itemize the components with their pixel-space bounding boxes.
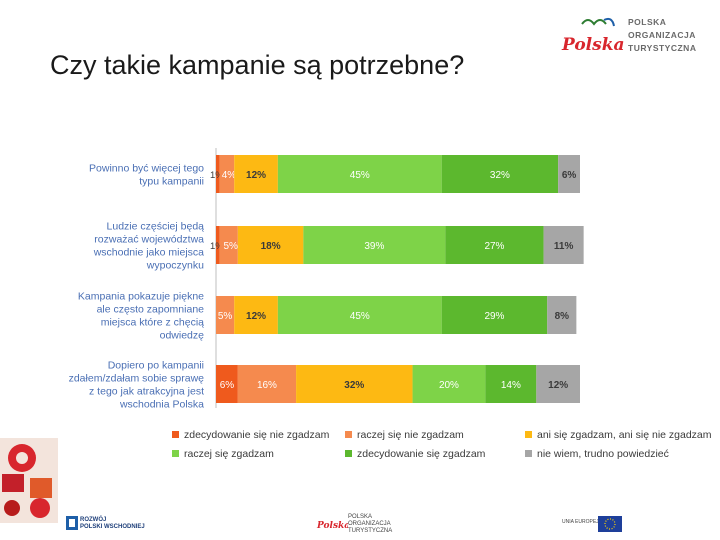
bar-segment xyxy=(543,226,584,264)
category-label: odwiedzę xyxy=(160,330,205,342)
footer-center-line: TURYSTYCZNA xyxy=(348,528,393,534)
legend-label: zdecydowanie się nie zgadzam xyxy=(184,429,330,441)
bar-segment xyxy=(441,155,559,193)
footer-center-line: ORGANIZACJA xyxy=(348,521,391,527)
category-label: Dopiero po kampanii xyxy=(108,360,204,372)
bar-segment xyxy=(485,365,537,403)
data-label: 16% xyxy=(257,380,277,391)
eu-program-icon xyxy=(66,516,78,530)
bar-segment xyxy=(219,226,238,264)
bar-segment xyxy=(219,155,235,193)
legend-label: raczej się nie zgadzam xyxy=(357,429,464,441)
data-label: 32% xyxy=(344,380,364,391)
slide-title: Czy takie kampanie są potrzebne? xyxy=(50,50,465,80)
legend-label: ani się zgadzam, ani się nie zgadzam xyxy=(537,429,712,441)
data-label: 29% xyxy=(484,311,504,322)
legend-swatch xyxy=(172,431,179,438)
data-label: 1% xyxy=(210,170,224,181)
category-label: zdałem/zdałam sobie sprawę xyxy=(69,373,205,385)
logo-mark: Polska xyxy=(561,35,625,55)
category-label: wypoczynku xyxy=(146,260,204,272)
legend-swatch xyxy=(345,431,352,438)
bar-segment xyxy=(216,296,235,334)
category-label: miejsca które z chęcią xyxy=(101,317,204,329)
bar-segment xyxy=(216,155,220,193)
bar-segment xyxy=(234,296,278,334)
polot-logo: Polska POLSKA ORGANIZACJA TURYSTYCZNA xyxy=(560,14,710,59)
footer-logo-mark: Polska xyxy=(316,521,348,531)
data-label: 4% xyxy=(222,170,237,181)
logo-line: TURYSTYCZNA xyxy=(628,43,697,53)
category-label: rozważać województwa xyxy=(94,234,204,246)
eu-flag-icon xyxy=(598,516,622,532)
data-label: 12% xyxy=(548,380,568,391)
category-label: typu kampanii xyxy=(139,176,204,188)
bar-segment xyxy=(234,155,278,193)
bar-segment xyxy=(558,155,580,193)
data-label: 5% xyxy=(224,241,239,252)
bar-segment xyxy=(412,365,486,403)
bar-segment xyxy=(237,226,304,264)
category-label: ale często zapomniane xyxy=(97,304,205,316)
logo-text: POLSKA ORGANIZACJA TURYSTYCZNA xyxy=(628,16,696,55)
data-label: 5% xyxy=(218,311,233,322)
footer-left-line: ROZWÓJ xyxy=(80,517,107,523)
logo-line: POLSKA xyxy=(628,17,667,27)
legend-swatch xyxy=(525,450,532,457)
bar-segment xyxy=(277,296,442,334)
footer-center-line: POLSKA xyxy=(348,514,373,520)
category-label: wschodnia Polska xyxy=(119,399,204,411)
data-label: 14% xyxy=(501,380,521,391)
bar-segment xyxy=(303,226,446,264)
data-label: 6% xyxy=(220,380,235,391)
logo-line: ORGANIZACJA xyxy=(628,30,696,40)
category-label: Powinno być więcej tego xyxy=(89,163,204,175)
bar-segment xyxy=(441,296,548,334)
data-label: 27% xyxy=(484,241,504,252)
data-label: 12% xyxy=(246,311,266,322)
polska-logo-icon: Polska xyxy=(561,17,625,55)
category-label: wschodnie jako miejsca xyxy=(93,247,204,259)
data-label: 45% xyxy=(350,311,370,322)
data-label: 1% xyxy=(210,241,224,252)
legend-label: zdecydowanie się zgadzam xyxy=(357,448,486,460)
legend-swatch xyxy=(345,450,352,457)
legend-label: nie wiem, trudno powiedzieć xyxy=(537,448,669,460)
bar-segment xyxy=(445,226,544,264)
category-label: z tego jak atrakcyjna jest xyxy=(89,386,204,398)
legend-label: raczej się zgadzam xyxy=(184,448,274,460)
bar-segment xyxy=(216,365,238,403)
footer-center-text: POLSKA ORGANIZACJA TURYSTYCZNA xyxy=(348,514,392,535)
bar-segment xyxy=(296,365,413,403)
polska-logo-small-icon: Polska xyxy=(316,521,348,531)
data-label: 32% xyxy=(490,170,510,181)
data-label: 8% xyxy=(555,311,570,322)
data-label: 39% xyxy=(364,241,384,252)
bar-segment xyxy=(277,155,442,193)
bar-segment xyxy=(237,365,297,403)
data-label: 18% xyxy=(261,241,281,252)
bar-segment xyxy=(547,296,577,334)
legend-swatch xyxy=(172,450,179,457)
bar-segment xyxy=(216,226,220,264)
footer-right-line: UNIA EUROPEJSKA xyxy=(562,519,609,525)
decorative-folk-art-image xyxy=(0,438,58,523)
footer-left-line: POLSKI WSCHODNIEJ xyxy=(80,524,145,530)
category-label: Ludzie częściej będą xyxy=(107,221,205,233)
data-label: 6% xyxy=(562,170,577,181)
category-label: Kampania pokazuje piękne xyxy=(78,291,204,303)
data-label: 20% xyxy=(439,380,459,391)
bar-segment xyxy=(536,365,580,403)
data-label: 45% xyxy=(350,170,370,181)
data-label: 11% xyxy=(554,241,574,252)
data-label: 12% xyxy=(246,170,266,181)
legend-swatch xyxy=(525,431,532,438)
